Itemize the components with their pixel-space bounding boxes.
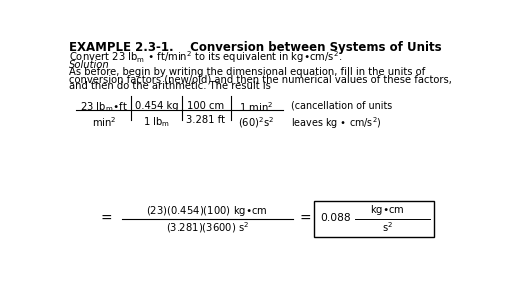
Text: 100 cm: 100 cm bbox=[187, 101, 224, 110]
Text: 3.281 ft: 3.281 ft bbox=[186, 115, 225, 125]
Text: and then do the arithmetic. The result is: and then do the arithmetic. The result i… bbox=[69, 81, 271, 91]
Text: Convert 23 lb$_{\mathregular{m}}$ $\bullet$ ft/min$^{\mathregular{2}}$ to its eq: Convert 23 lb$_{\mathregular{m}}$ $\bull… bbox=[69, 50, 342, 66]
Text: (23)(0.454)(100) kg$\bullet$cm: (23)(0.454)(100) kg$\bullet$cm bbox=[146, 204, 268, 218]
Text: (3.281)(3600) s$^{\mathregular{2}}$: (3.281)(3600) s$^{\mathregular{2}}$ bbox=[166, 220, 249, 235]
Text: kg$\bullet$cm: kg$\bullet$cm bbox=[370, 203, 405, 217]
FancyBboxPatch shape bbox=[314, 201, 434, 237]
Text: 0.088: 0.088 bbox=[320, 213, 351, 223]
Text: 1 min$^{\mathregular{2}}$: 1 min$^{\mathregular{2}}$ bbox=[239, 101, 273, 114]
Text: =: = bbox=[300, 212, 312, 226]
Text: EXAMPLE 2.3-1.    Conversion between Systems of Units: EXAMPLE 2.3-1. Conversion between System… bbox=[69, 41, 442, 54]
Text: Solution: Solution bbox=[69, 60, 110, 70]
Text: (cancellation of units: (cancellation of units bbox=[291, 101, 392, 110]
Text: min$^{\mathregular{2}}$: min$^{\mathregular{2}}$ bbox=[92, 115, 117, 129]
Text: 1 lb$_{\mathregular{m}}$: 1 lb$_{\mathregular{m}}$ bbox=[144, 115, 170, 129]
Text: 0.454 kg: 0.454 kg bbox=[135, 101, 179, 110]
Text: conversion factors (new/old) and then the numerical values of these factors,: conversion factors (new/old) and then th… bbox=[69, 74, 452, 84]
Text: s$^{\mathregular{2}}$: s$^{\mathregular{2}}$ bbox=[382, 221, 393, 235]
Text: =: = bbox=[101, 212, 112, 226]
Text: As before, begin by writing the dimensional equation, fill in the units of: As before, begin by writing the dimensio… bbox=[69, 67, 426, 77]
Text: 23 lb$_{\mathregular{m}}$$\bullet$ft: 23 lb$_{\mathregular{m}}$$\bullet$ft bbox=[80, 101, 128, 114]
Text: (60)$^{\mathregular{2}}$s$^{\mathregular{2}}$: (60)$^{\mathregular{2}}$s$^{\mathregular… bbox=[238, 115, 274, 130]
Text: leaves kg $\bullet$ cm/s$^{\mathregular{2}}$): leaves kg $\bullet$ cm/s$^{\mathregular{… bbox=[291, 115, 382, 131]
